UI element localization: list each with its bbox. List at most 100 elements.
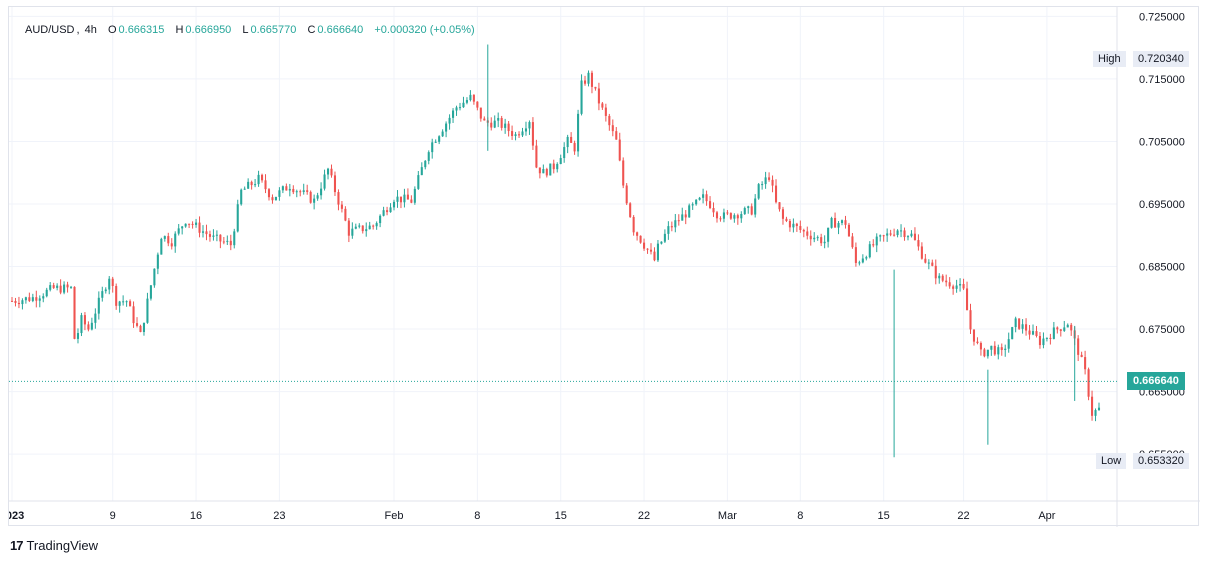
candle-body	[570, 136, 573, 143]
candle-body	[722, 212, 725, 219]
candle-body	[399, 196, 403, 203]
candle-body	[118, 301, 121, 306]
candle-body	[125, 301, 128, 303]
candle-body	[441, 131, 444, 137]
x-tick-label: 22	[638, 510, 650, 522]
candle-body	[306, 190, 309, 192]
candle-body	[809, 235, 812, 240]
candle-body	[969, 310, 972, 330]
candle-body	[545, 169, 548, 176]
candle-body	[28, 297, 31, 301]
candle-body	[458, 107, 462, 109]
candle-body	[56, 285, 59, 288]
candle-body	[35, 297, 38, 301]
candle-body	[142, 322, 146, 332]
candle-body	[261, 174, 264, 181]
candle-body	[507, 123, 510, 132]
candle-body	[830, 217, 833, 228]
candle-body	[208, 234, 211, 237]
candle-body	[278, 190, 281, 197]
candle-body	[438, 136, 441, 142]
candle-body	[1021, 324, 1024, 329]
candle-body	[108, 278, 111, 290]
legend-interval[interactable]: 4h	[84, 24, 97, 36]
candle-body	[195, 222, 198, 225]
candle-body	[927, 262, 930, 264]
candle-body	[139, 325, 142, 332]
candle-body	[320, 188, 323, 196]
candlestick-chart[interactable]: 0.725000 0.715000 0.705000 0.695000 0.685000…	[9, 7, 1200, 527]
candle-body	[834, 217, 837, 228]
candle-body	[358, 225, 361, 227]
last-price-tag: 0.666640	[1127, 372, 1185, 390]
candle-body	[889, 233, 892, 235]
x-tick-label: 2023	[9, 510, 24, 522]
candle-body	[368, 225, 371, 230]
candle-body	[10, 300, 14, 302]
candle-body	[924, 258, 927, 263]
candle-body	[1014, 318, 1017, 328]
legend-l-label: L	[242, 24, 249, 36]
candle-body	[594, 86, 597, 89]
x-tick-label: 8	[797, 510, 803, 522]
low-tag-value: 0.653320	[1133, 453, 1189, 469]
candle-body	[219, 234, 222, 242]
tradingview-logo-icon: 17	[10, 538, 24, 553]
candles	[10, 44, 1101, 458]
candle-body	[42, 296, 45, 299]
candle-body	[389, 207, 392, 213]
candle-body	[184, 223, 187, 227]
candle-body	[212, 235, 215, 237]
candle-body	[177, 228, 180, 234]
candle-body	[240, 189, 243, 205]
candle-body	[740, 214, 743, 219]
candle-body	[691, 204, 694, 206]
candle-body	[601, 103, 604, 108]
candle-body	[563, 147, 566, 159]
candle-body	[844, 220, 847, 225]
candle-body	[625, 185, 628, 204]
candle-body	[542, 169, 545, 174]
candle-body	[472, 94, 475, 102]
candle-body	[847, 224, 850, 237]
candle-body	[406, 194, 409, 200]
candle-body	[413, 188, 416, 203]
legend-symbol[interactable]: AUD/USD	[25, 24, 75, 36]
candle-body	[299, 191, 302, 193]
candle-body	[153, 268, 156, 286]
candle-body	[705, 194, 708, 202]
candle-body	[643, 242, 646, 249]
y-tick-label: 0.685000	[1139, 262, 1185, 274]
candle-body	[653, 251, 656, 261]
candle-body	[80, 315, 83, 334]
candle-body	[906, 236, 910, 238]
candle-body	[69, 286, 73, 288]
y-tick-label: 0.705000	[1139, 136, 1185, 148]
candle-body	[63, 284, 66, 293]
candle-body	[948, 282, 951, 287]
candle-body	[781, 209, 785, 219]
candle-body	[170, 243, 173, 247]
candle-body	[622, 160, 625, 186]
candle-body	[38, 298, 41, 301]
candle-body	[1042, 338, 1045, 346]
candle-body	[146, 298, 149, 323]
candle-body	[521, 131, 524, 136]
y-tick-label: 0.725000	[1139, 11, 1185, 23]
candle-body	[167, 236, 170, 244]
candle-body	[517, 134, 521, 136]
legend-change: +0.000320 (+0.05%)	[374, 24, 475, 36]
candle-body	[302, 190, 305, 192]
candle-body	[226, 240, 229, 242]
candle-body	[236, 204, 239, 232]
x-tick-label: Feb	[385, 510, 404, 522]
candle-body	[469, 94, 472, 101]
candle-body	[115, 286, 118, 306]
x-tick-label: 16	[190, 510, 202, 522]
candle-body	[913, 233, 916, 241]
tradingview-footer[interactable]: 17 TradingView	[10, 538, 98, 553]
candle-body	[952, 286, 955, 289]
candle-body	[462, 102, 465, 108]
legend-low: 0.665770	[250, 24, 297, 36]
candle-body	[1038, 335, 1042, 346]
